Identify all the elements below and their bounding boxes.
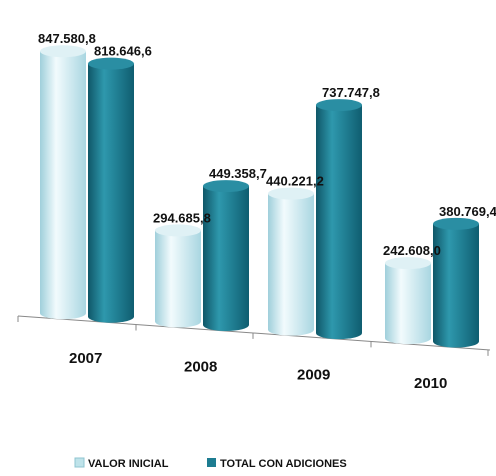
- data-label-total-con-adiciones-2010: 380.769,4: [439, 204, 496, 219]
- bar-valor-inicial-2007: [40, 45, 86, 320]
- data-label-valor-inicial-2008: 294.685,8: [153, 210, 211, 225]
- bar-valor-inicial-2009: [268, 187, 314, 336]
- category-label-2010: 2010: [414, 375, 447, 392]
- bar-total-con-adiciones-2010: [433, 217, 479, 348]
- legend-label-valor-inicial: VALOR INICIAL: [88, 458, 169, 470]
- data-label-valor-inicial-2009: 440.221,2: [266, 174, 324, 189]
- bar-valor-inicial-2008: [155, 224, 201, 328]
- data-label-total-con-adiciones-2009: 737.747,8: [322, 85, 380, 100]
- data-label-valor-inicial-2010: 242.608,0: [383, 243, 441, 258]
- bar-total-con-adiciones-2007: [88, 57, 134, 323]
- category-label-2008: 2008: [184, 358, 217, 375]
- bar-total-con-adiciones-2008: [203, 180, 249, 331]
- data-label-valor-inicial-2007: 847.580,8: [38, 31, 96, 46]
- bar-valor-inicial-2010: [385, 257, 431, 345]
- category-label-2009: 2009: [297, 366, 330, 383]
- legend-swatch-valor-inicial: [74, 457, 85, 468]
- legend: VALOR INICIAL TOTAL CON ADICIONES: [74, 457, 347, 470]
- legend-label-total-con-adiciones: TOTAL CON ADICIONES: [220, 458, 347, 470]
- x-axis-line: [17, 315, 491, 351]
- legend-swatch-total-con-adiciones: [207, 458, 216, 467]
- data-label-total-con-adiciones-2008: 449.358,7: [209, 166, 267, 181]
- bar-total-con-adiciones-2009: [316, 99, 362, 340]
- data-label-total-con-adiciones-2007: 818.646,6: [94, 44, 152, 59]
- category-label-2007: 2007: [69, 350, 102, 367]
